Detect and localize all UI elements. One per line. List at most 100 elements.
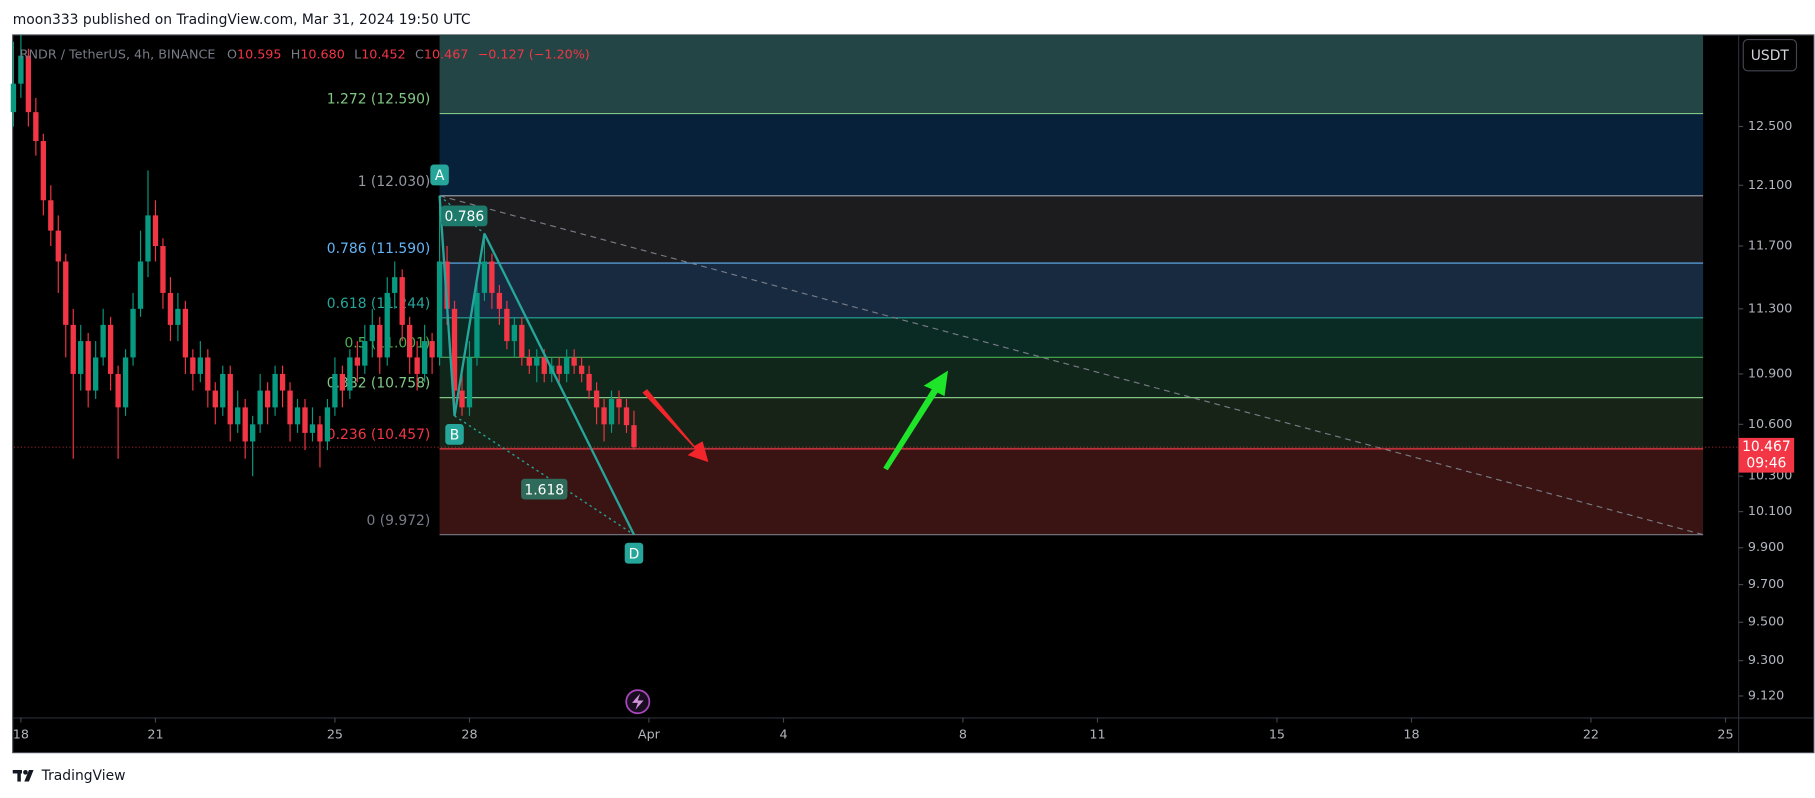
legend-value: 10.595 [237,47,282,62]
candle-body [130,308,136,358]
x-tick-label: 11 [1089,728,1105,743]
currency: USDT [1751,48,1790,64]
candle-body [167,292,174,325]
candle-body [10,83,17,113]
candle-body [347,357,353,391]
y-tick-label: 9.300 [1748,653,1784,668]
candle-body [93,357,99,391]
candle-body [70,324,76,374]
legend-value: 10.452 [361,47,406,62]
pattern-point-label: B [450,428,460,444]
y-tick-label: 10.900 [1748,366,1793,381]
x-tick-label: 28 [461,728,477,743]
candle-body [332,373,338,408]
candle-body [205,357,211,391]
candle-body [526,357,532,366]
candle-body [399,277,405,325]
pattern-point-box [445,423,464,445]
candle-body [309,424,316,433]
candle-body [429,341,435,358]
fib-label: 1 (12.030) [358,174,431,190]
legend-key: O [227,47,237,62]
candle-body [197,357,203,374]
candle-body [481,261,488,293]
candle-body [578,365,585,374]
candle-body [63,261,69,325]
countdown: 09:46 [1746,455,1786,471]
y-tick-label: 9.700 [1748,577,1784,592]
last-price: 10.467 [1742,439,1791,455]
ratio-box [441,205,488,227]
x-tick-label: 25 [327,728,343,743]
candle-body [190,357,196,374]
fib-zone [439,113,1704,196]
y-tick-label: 10.100 [1748,504,1793,519]
candle-body [436,261,443,358]
candle-body [317,424,323,442]
candle-body [122,357,129,408]
legend-value: 10.680 [300,47,345,62]
x-tick-label: 15 [1269,728,1285,743]
candle-body [220,373,226,408]
y-tick-label: 11.300 [1748,301,1793,316]
candle-body [227,373,233,425]
candle-body [586,373,592,391]
candle-body [272,373,278,408]
ratio-box [521,478,568,500]
candle-body [182,308,189,358]
logo-part [17,769,21,782]
candle-body [264,390,271,408]
fib-zone [439,317,1704,358]
candle-body [137,261,144,309]
pattern-leg [438,195,456,416]
last-price-box [1738,437,1795,473]
x-tick-label: 25 [1717,728,1733,743]
fib-label: 0.382 (10.758) [327,376,431,392]
candle-body [474,292,480,358]
candle-body [421,341,428,374]
candle-body [384,292,390,358]
green-arrow [883,370,949,471]
candle-body [534,357,540,366]
footer: TradingView [41,768,126,784]
candle-body [511,324,518,342]
y-tick-label: 9.120 [1748,688,1784,703]
x-tick-label: 4 [779,728,787,743]
candle-body [33,112,39,142]
currency-button[interactable] [1742,39,1798,72]
candle-body [85,341,91,391]
candle-body [294,407,301,425]
candle-body [324,407,331,442]
y-tick-label: 10.600 [1748,417,1793,432]
candle-body [257,390,263,425]
plot: 12.50012.10011.70011.30010.90010.60010.3… [10,34,1795,743]
candle-body [40,141,46,201]
ratio-label: 0.786 [444,209,484,225]
candle-body [504,308,510,342]
candle-body [519,324,525,358]
candle-body [414,357,420,374]
y-tick-label: 11.700 [1748,238,1793,253]
candle-body [287,390,293,425]
fib-zone [439,263,1704,318]
candle-body [235,407,241,425]
candle-body [459,390,465,408]
candle-body [18,55,24,84]
candle-body [78,341,84,374]
candle-body [444,261,450,309]
candle-body [362,341,368,366]
event-bolt [632,693,644,710]
candle-body [160,245,166,293]
candle-body [354,357,360,366]
logo-part [24,769,34,782]
candle-body [55,230,61,262]
fib-label: 0.618 (11.244) [327,296,431,312]
y-tick-label: 9.900 [1748,540,1784,555]
candle-body [48,200,54,231]
legend-key: H [291,47,301,62]
x-tick-label: 8 [959,728,967,743]
y-tick-label: 12.500 [1748,119,1793,134]
candle-body [466,357,473,408]
